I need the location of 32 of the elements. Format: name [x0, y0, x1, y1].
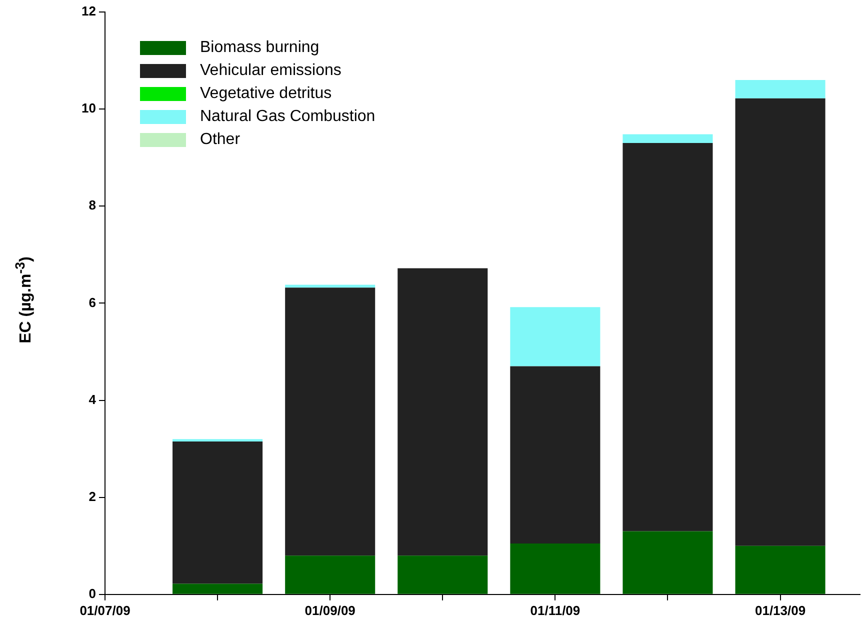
y-tick-label: 0: [88, 586, 96, 601]
bar: [735, 80, 826, 98]
bar: [510, 366, 600, 544]
bar: [398, 556, 488, 594]
y-tick-label: 10: [82, 100, 96, 116]
y-tick-label: 6: [88, 294, 96, 310]
bar: [398, 268, 488, 556]
bar: [622, 134, 713, 144]
legend-label: Natural Gas Combustion: [200, 108, 376, 126]
bar: [172, 442, 263, 584]
legend-label: Other: [200, 130, 240, 148]
x-tick-label: 01/09/09: [304, 602, 356, 618]
y-tick-label: 2: [88, 488, 96, 504]
legend-label: Vegetative detritus: [200, 84, 332, 102]
legend-label: Vehicular emissions: [200, 62, 342, 80]
bar: [510, 543, 600, 594]
bar: [285, 288, 376, 556]
bar: [735, 546, 826, 594]
x-tick-label: 01/11/09: [530, 602, 580, 618]
y-tick-label: 4: [88, 392, 97, 407]
x-tick-label: 01/13/09: [754, 602, 806, 618]
bar: [172, 439, 263, 442]
y-tick-label: 8: [88, 198, 96, 213]
bar: [285, 556, 376, 594]
legend-label: Biomass burning: [200, 38, 320, 56]
y-tick-label: 12: [82, 4, 96, 19]
bar: [510, 307, 600, 366]
bar: [172, 584, 263, 594]
bar: [622, 143, 713, 532]
bar: [735, 98, 826, 546]
x-tick-label: 01/07/09: [80, 602, 130, 618]
bar: [622, 531, 713, 594]
